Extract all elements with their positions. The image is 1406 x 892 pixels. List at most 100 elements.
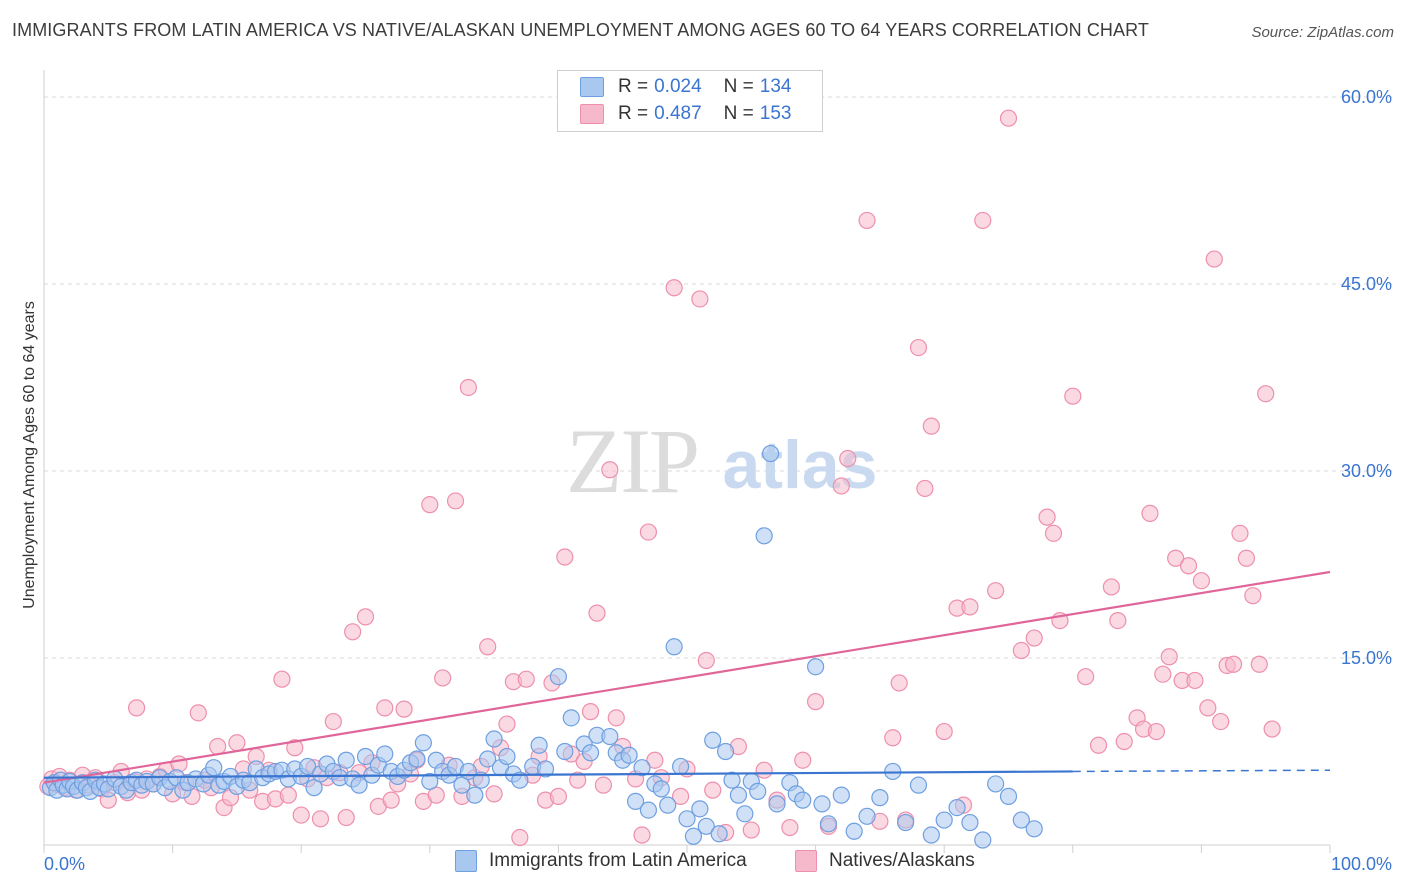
data-point xyxy=(806,658,825,676)
data-point xyxy=(916,479,934,498)
data-point xyxy=(511,828,529,847)
data-point xyxy=(646,751,664,769)
legend-r-label: R = xyxy=(618,76,649,97)
data-point xyxy=(691,800,709,818)
data-point xyxy=(671,787,690,805)
data-point xyxy=(581,744,600,762)
data-point xyxy=(1205,250,1223,268)
data-point xyxy=(607,709,625,727)
data-point xyxy=(189,704,207,722)
series-legend-immigrants[interactable]: Immigrants from Latin America xyxy=(455,850,747,872)
axes xyxy=(43,70,1331,853)
data-point xyxy=(376,745,394,763)
data-point xyxy=(1044,524,1063,542)
data-point xyxy=(427,786,445,804)
data-point xyxy=(382,791,400,809)
data-point xyxy=(556,742,574,761)
data-point xyxy=(871,789,889,807)
data-point xyxy=(1141,504,1159,522)
data-point xyxy=(813,795,831,813)
data-point xyxy=(716,742,735,761)
data-point xyxy=(286,739,304,757)
data-point xyxy=(935,722,953,741)
data-point xyxy=(832,786,850,804)
data-point xyxy=(472,771,490,789)
data-point xyxy=(1244,587,1262,605)
data-point xyxy=(671,757,690,776)
series-name: Immigrants from Latin America xyxy=(489,850,747,871)
immigrants-series xyxy=(41,444,1043,849)
data-point xyxy=(639,523,658,541)
legend-n-label: N = xyxy=(723,103,754,124)
data-point xyxy=(1102,578,1120,596)
data-point xyxy=(1115,732,1133,751)
data-point xyxy=(948,798,966,817)
data-point xyxy=(601,461,619,479)
data-point xyxy=(530,736,548,754)
data-point xyxy=(794,791,812,809)
data-point xyxy=(344,623,362,641)
data-point xyxy=(594,776,613,794)
data-point xyxy=(974,211,992,230)
data-point xyxy=(209,737,227,756)
data-point xyxy=(890,674,908,692)
data-point xyxy=(633,759,651,777)
x-tick-label: 0.0% xyxy=(44,854,85,874)
series-legend: Immigrants from Latin America Natives/Al… xyxy=(0,850,1406,878)
data-point xyxy=(356,608,375,626)
data-point xyxy=(311,810,330,828)
data-point xyxy=(1025,820,1043,838)
data-point xyxy=(1012,641,1030,660)
data-point xyxy=(974,831,992,849)
data-point xyxy=(987,582,1005,600)
data-point xyxy=(761,444,780,463)
trend-lines xyxy=(43,570,1331,784)
data-point xyxy=(806,693,825,711)
data-point xyxy=(1154,665,1172,683)
y-axis-label: Unemployment Among Ages 60 to 64 years xyxy=(21,301,38,609)
data-point xyxy=(1147,722,1165,741)
data-point xyxy=(839,449,857,468)
data-point xyxy=(665,279,683,297)
data-point xyxy=(299,757,317,776)
data-point xyxy=(749,782,767,800)
data-point xyxy=(1179,557,1198,575)
data-point xyxy=(704,781,722,799)
data-point xyxy=(421,496,439,514)
watermark-atlas: atlas xyxy=(723,427,878,503)
data-point xyxy=(485,730,503,748)
legend-n-value: 134 xyxy=(759,76,792,97)
data-point xyxy=(633,826,651,844)
trend-line-immigrants-extension xyxy=(1072,769,1331,773)
data-point xyxy=(1263,720,1281,738)
data-point xyxy=(569,771,587,789)
data-point xyxy=(665,638,683,656)
legend-r-label: R = xyxy=(618,103,649,124)
data-point xyxy=(999,109,1018,127)
data-point xyxy=(421,772,439,791)
trend-line-immigrants xyxy=(43,770,1073,779)
data-point xyxy=(897,813,915,832)
legend-swatch-pink xyxy=(580,104,604,124)
data-point xyxy=(1025,629,1043,647)
data-point xyxy=(626,792,645,810)
data-point xyxy=(562,709,580,727)
data-point xyxy=(845,822,863,840)
data-point xyxy=(305,779,323,797)
series-legend-natives[interactable]: Natives/Alaskans xyxy=(795,850,975,872)
data-point xyxy=(736,805,754,823)
data-point xyxy=(453,776,471,794)
source-label: Source: ZipAtlas.com xyxy=(1251,24,1394,41)
data-point xyxy=(961,813,979,832)
y-tick-label: 15.0% xyxy=(1341,648,1392,668)
legend-swatch-blue xyxy=(580,77,604,97)
data-point xyxy=(337,808,355,827)
data-point xyxy=(337,751,355,769)
data-point xyxy=(1160,648,1178,666)
series-swatch-pink xyxy=(795,850,817,872)
data-point xyxy=(987,775,1005,793)
data-point xyxy=(479,750,497,768)
data-point xyxy=(549,787,568,805)
data-point xyxy=(1212,712,1230,731)
data-point xyxy=(684,827,703,845)
